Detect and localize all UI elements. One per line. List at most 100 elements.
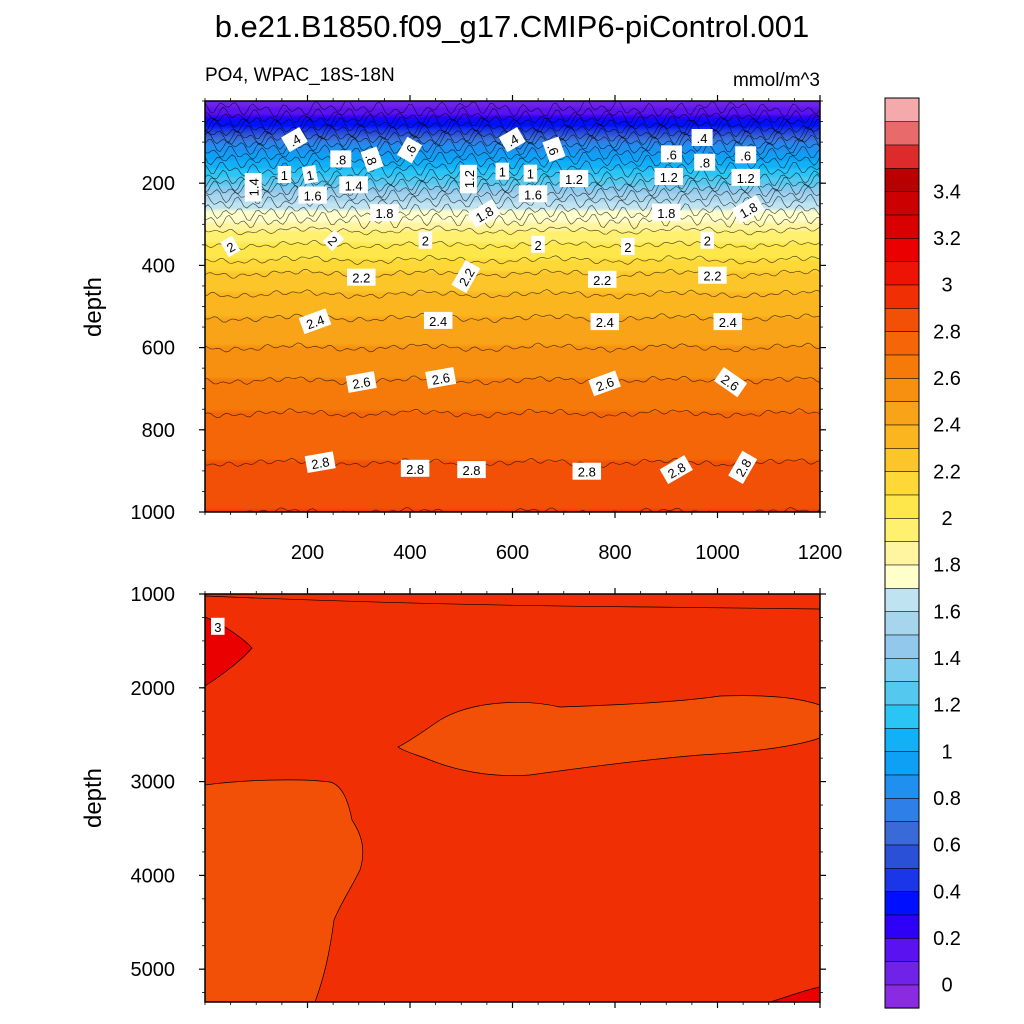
contour-label-box bbox=[621, 237, 635, 255]
contour-label: 1.2 bbox=[559, 170, 589, 188]
colorbar-swatch bbox=[884, 821, 920, 846]
upper-fill bbox=[205, 101, 820, 512]
contour-label: 2.6 bbox=[588, 370, 621, 397]
contour-label: .8 bbox=[330, 150, 352, 168]
contour-label-box bbox=[467, 199, 501, 229]
contour-label: 1.2 bbox=[731, 168, 760, 186]
contour-label-box bbox=[339, 176, 368, 194]
contour-label-box bbox=[418, 231, 433, 249]
contour-label-text: .8 bbox=[699, 156, 710, 171]
contour-label-text: .6 bbox=[544, 142, 562, 157]
contour-label: 2.4 bbox=[590, 313, 620, 331]
upper-panel: 200 400 600 800 1000 200 400 600 800 1000 1200 .4.… bbox=[80, 95, 842, 564]
contour-label-text: 2.2 bbox=[352, 271, 370, 286]
colorbar-label: 1.8 bbox=[933, 555, 961, 577]
contour-label-text: 2.8 bbox=[578, 465, 596, 480]
colorbar-label: 0.4 bbox=[933, 881, 961, 903]
colorbar-swatch bbox=[884, 961, 920, 986]
colorbar-label: 0 bbox=[941, 975, 952, 997]
colorbar-swatch bbox=[884, 891, 920, 916]
contour-label: 1 bbox=[277, 166, 292, 183]
lower-region-mid-2-9 bbox=[397, 695, 820, 776]
colorbar-swatch bbox=[884, 471, 920, 496]
colorbar-label: 2.8 bbox=[933, 321, 961, 343]
contour-label-text: 1.2 bbox=[565, 172, 583, 187]
colorbar-label: 0.2 bbox=[933, 928, 961, 950]
y-tick-label: 1000 bbox=[131, 502, 176, 524]
contour-label: 2.4 bbox=[423, 311, 453, 329]
contour-line bbox=[205, 203, 820, 221]
contour-label-text: 1 bbox=[305, 167, 315, 183]
lower-contour-labels: 3 bbox=[211, 617, 225, 635]
contour-label: 1 bbox=[523, 164, 538, 182]
contour-label-box bbox=[298, 308, 332, 335]
contour-label-box bbox=[301, 164, 319, 185]
contour-label-box bbox=[731, 168, 760, 186]
contour-line bbox=[205, 239, 820, 250]
contour-label-box bbox=[451, 260, 481, 294]
contour-label: 2.8 bbox=[457, 461, 486, 479]
contour-label: 2.8 bbox=[304, 451, 336, 474]
y-tick-label: 400 bbox=[142, 255, 175, 277]
contour-label-box bbox=[660, 145, 682, 163]
contour-label-box bbox=[347, 268, 376, 286]
contour-label: 2.2 bbox=[347, 268, 376, 286]
contour-label-box bbox=[731, 194, 765, 224]
contour-label-box bbox=[396, 136, 423, 164]
contour-label-text: 2.8 bbox=[406, 462, 424, 477]
contour-label-text: 2.4 bbox=[429, 314, 447, 329]
colorbar-swatch bbox=[884, 447, 920, 472]
units-label: mmol/m^3 bbox=[733, 70, 820, 91]
colorbar-label: 3 bbox=[941, 275, 952, 297]
colorbar-swatch bbox=[884, 167, 920, 192]
contour-label-box bbox=[457, 461, 486, 479]
contour-line bbox=[205, 225, 820, 236]
x-tick-label: 800 bbox=[598, 542, 631, 564]
contour-label-box bbox=[559, 170, 589, 188]
colorbar-label: 0.8 bbox=[933, 788, 961, 810]
colorbar-swatch bbox=[884, 937, 920, 962]
lower-panel: 1000 2000 3000 4000 5000 3 depth bbox=[80, 584, 826, 1008]
contour-label: 2.2 bbox=[698, 266, 727, 284]
colorbar-swatch bbox=[884, 424, 920, 449]
contour-label: 1.6 bbox=[298, 186, 327, 204]
contour-line bbox=[205, 117, 820, 137]
colorbar-swatch bbox=[884, 611, 920, 636]
contour-label: 1.2 bbox=[459, 164, 477, 194]
contour-label-box bbox=[694, 153, 716, 171]
contour-label-text: 1 bbox=[281, 168, 288, 183]
colorbar-label: 2.6 bbox=[933, 368, 961, 390]
y-tick-label: 3000 bbox=[131, 772, 176, 794]
contour-label: 1 bbox=[495, 162, 510, 180]
contour-label-text: .6 bbox=[740, 148, 751, 163]
contour-label-text: 1.2 bbox=[462, 170, 477, 188]
contour-label-box bbox=[304, 451, 336, 474]
lower-top-contour bbox=[205, 595, 820, 610]
colorbar-swatch bbox=[884, 284, 920, 309]
contour-label-box bbox=[728, 450, 758, 484]
colorbar-swatch bbox=[884, 191, 920, 216]
lower-axes: 1000 2000 3000 4000 5000 bbox=[131, 584, 826, 1008]
contour-line bbox=[205, 106, 820, 126]
contour-line bbox=[205, 408, 820, 419]
contour-label-text: 1.6 bbox=[524, 187, 542, 202]
contour-line bbox=[205, 113, 820, 131]
contour-label-text: .6 bbox=[666, 147, 677, 162]
contour-label-box bbox=[572, 462, 602, 480]
y-tick-label: 800 bbox=[142, 420, 175, 442]
contour-label-text: 1.8 bbox=[375, 206, 393, 221]
upper-ylabel: depth bbox=[80, 277, 107, 337]
contour-line bbox=[205, 193, 820, 212]
colorbar-swatch bbox=[884, 237, 920, 262]
contour-label-box bbox=[700, 231, 715, 249]
contour-label-text: 2.8 bbox=[462, 463, 480, 478]
colorbar-swatch bbox=[884, 587, 920, 612]
colorbar-label: 3.2 bbox=[933, 228, 961, 250]
colorbar-label: 3.4 bbox=[933, 181, 961, 203]
contour-label-text: 2 bbox=[704, 234, 711, 249]
contour-label-box bbox=[498, 126, 526, 153]
contour-label: 1.4 bbox=[244, 173, 262, 202]
colorbar-swatch bbox=[884, 867, 920, 892]
contour-label: 2.6 bbox=[425, 367, 457, 389]
contour-label-box bbox=[459, 164, 477, 194]
